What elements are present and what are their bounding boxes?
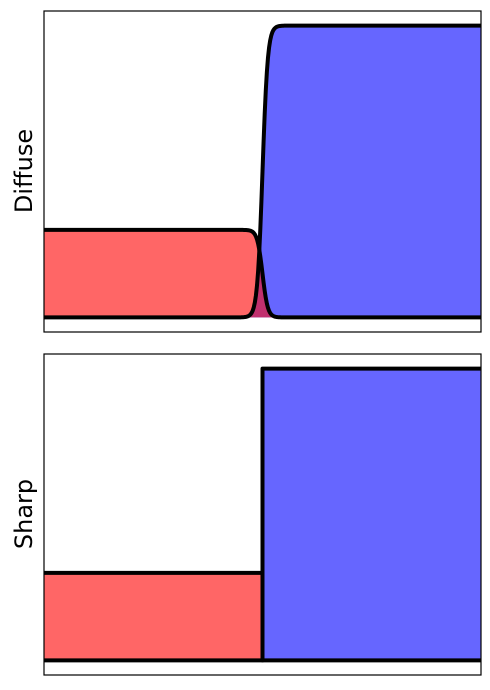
red-outline: [43, 227, 482, 320]
red-region: [44, 229, 481, 318]
diffuse-ylabel: Diffuse: [10, 129, 38, 213]
blue-outline: [44, 366, 481, 663]
sharp-ylabel: Sharp: [10, 479, 38, 549]
diffuse-panel: Diffuse: [10, 10, 482, 333]
axes-frame: [43, 10, 482, 333]
axes-frame: [43, 353, 482, 676]
sharp-panel: Sharp: [10, 353, 482, 676]
blue-outline: [43, 23, 482, 320]
